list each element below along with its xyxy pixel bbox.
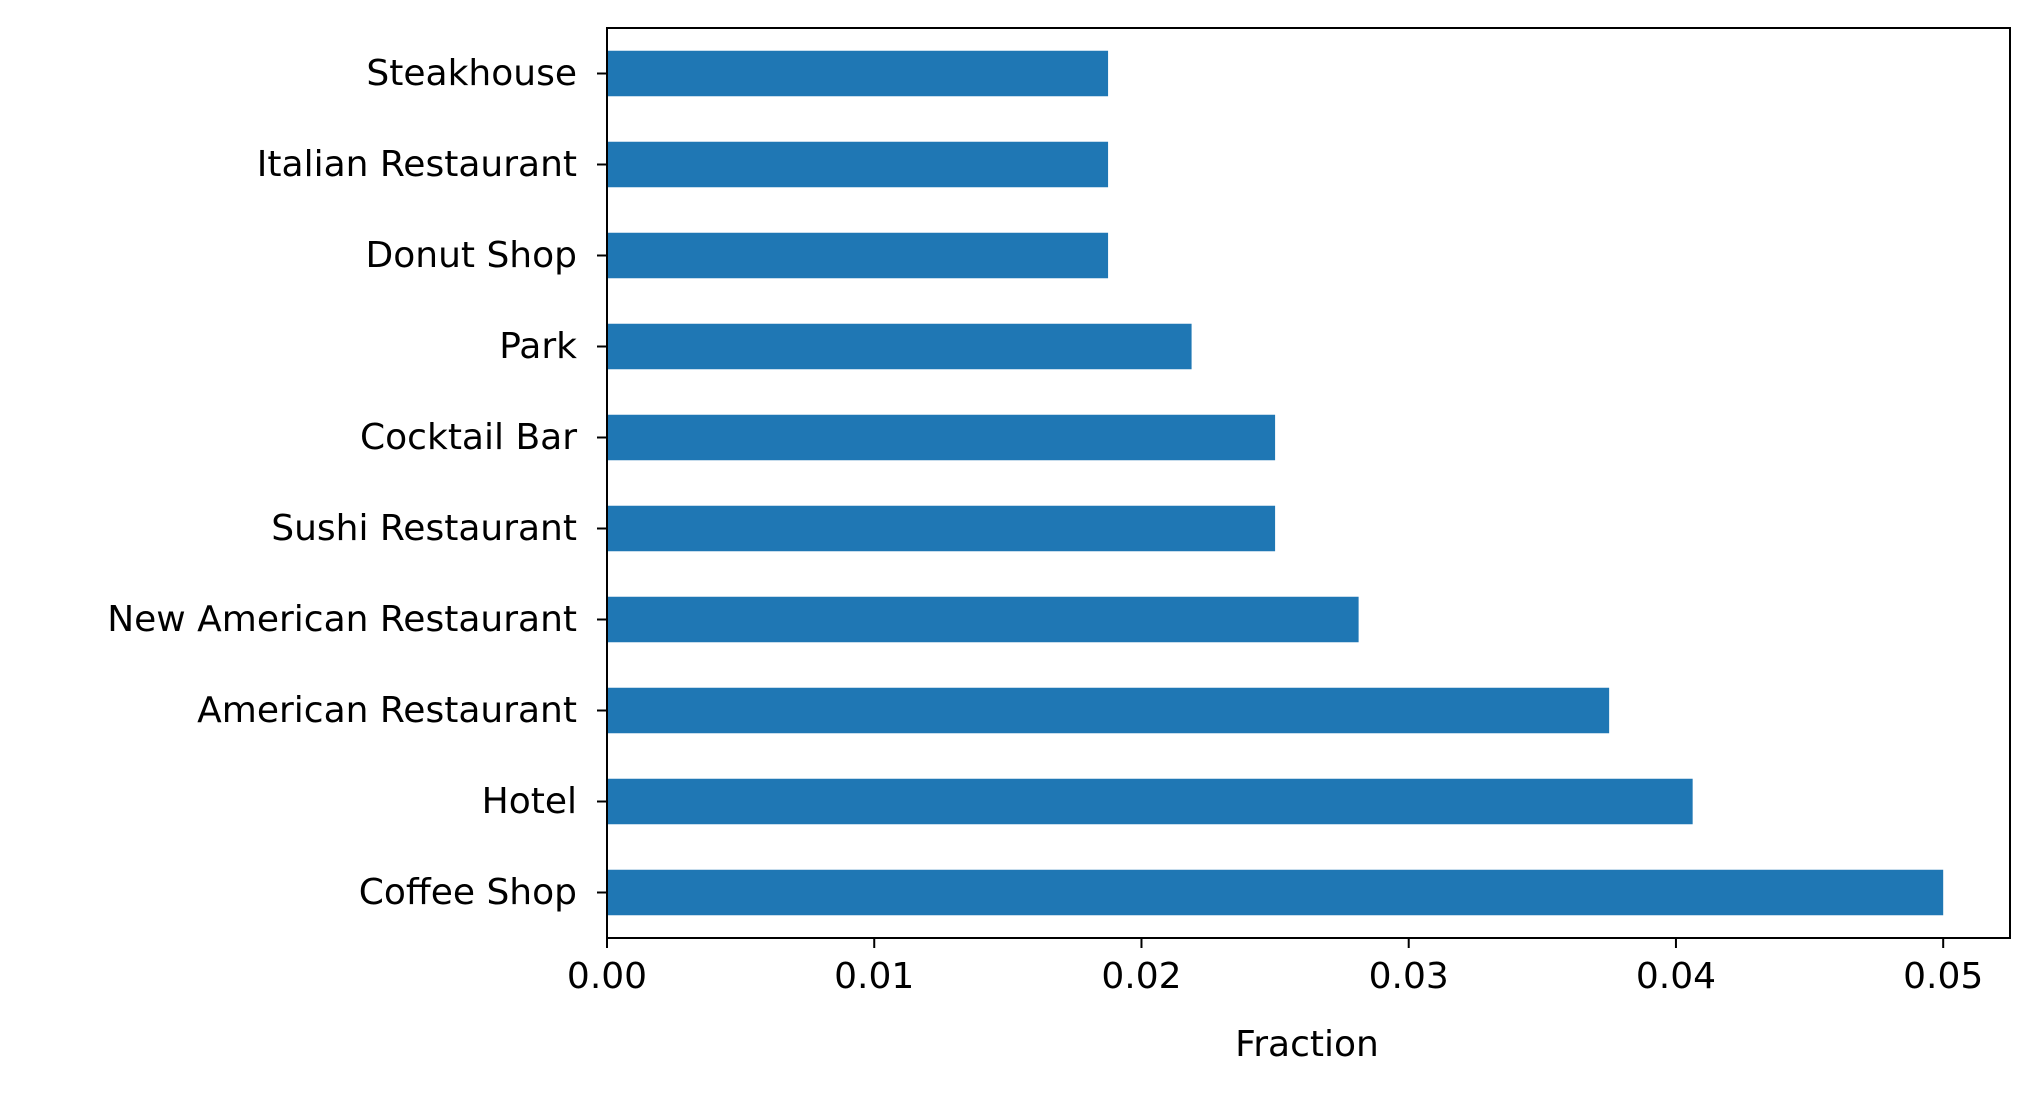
bar-new-american-restaurant xyxy=(607,596,1359,643)
y-tick-label: Italian Restaurant xyxy=(257,144,577,185)
y-tick-label: Steakhouse xyxy=(366,53,577,94)
x-tick-label: 0.02 xyxy=(1101,956,1181,997)
bar-american-restaurant xyxy=(607,687,1610,734)
bar-park xyxy=(607,323,1192,370)
y-tick-label: Park xyxy=(499,326,577,367)
y-tick-label: Donut Shop xyxy=(366,235,577,276)
x-tick-label: 0.00 xyxy=(567,956,647,997)
x-tick-label: 0.05 xyxy=(1903,956,1983,997)
bar-italian-restaurant xyxy=(607,141,1109,188)
x-axis-label: Fraction xyxy=(1235,1024,1379,1065)
bar-steakhouse xyxy=(607,50,1109,97)
bars-layer xyxy=(607,50,1944,916)
axes-frame xyxy=(606,27,2011,939)
bar-cocktail-bar xyxy=(607,414,1276,461)
bar-sushi-restaurant xyxy=(607,505,1276,552)
y-tick-label: American Restaurant xyxy=(197,690,577,731)
ticks-layer: Coffee Shop Hotel American Restaurant New A… xyxy=(107,53,1983,997)
bar-donut-shop xyxy=(607,232,1109,279)
x-tick-label: 0.03 xyxy=(1369,956,1449,997)
bar-hotel xyxy=(607,778,1693,825)
bar-coffee-shop xyxy=(607,869,1944,916)
y-tick-label: Sushi Restaurant xyxy=(271,508,577,549)
y-tick-label: Coffee Shop xyxy=(359,872,577,913)
y-tick-label: Cocktail Bar xyxy=(360,417,577,458)
y-tick-label: New American Restaurant xyxy=(107,599,577,640)
axes-layer xyxy=(606,27,2011,939)
x-tick-label: 0.01 xyxy=(834,956,914,997)
y-tick-label: Hotel xyxy=(482,781,577,822)
x-tick-label: 0.04 xyxy=(1636,956,1716,997)
